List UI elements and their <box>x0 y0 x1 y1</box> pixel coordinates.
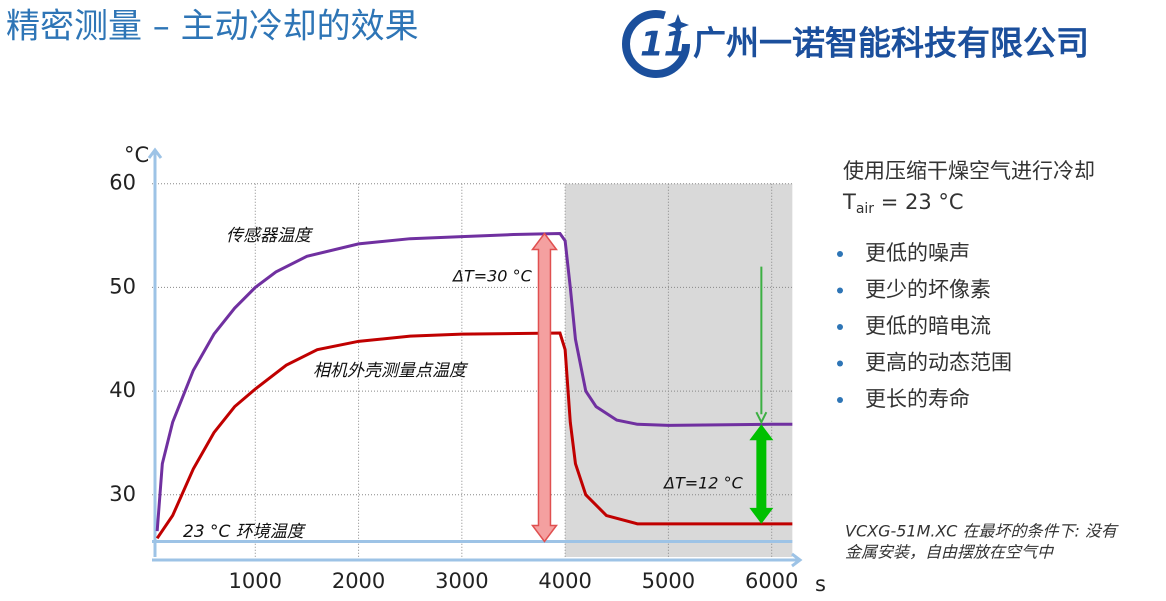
y-axis <box>147 147 163 557</box>
x-tick-label: 6000 <box>745 569 798 593</box>
bullet-dot <box>837 397 843 403</box>
y-tick-label: 30 <box>109 482 136 506</box>
delta-arrow <box>749 424 774 524</box>
company: 广州一诺智能科技有限公司 <box>693 24 1089 63</box>
x-tick-label: 2000 <box>332 569 385 593</box>
bullet-dot <box>837 324 843 330</box>
bullet-text: 更低的暗电流 <box>865 314 991 338</box>
series-label: 传感器温度 <box>226 226 314 246</box>
y-tick-label: 50 <box>109 274 136 298</box>
note: VCXG-51M.XC 在最坏的条件下: 没有 <box>845 522 1119 541</box>
bullet-dot <box>837 287 843 294</box>
x-tick-label: 4000 <box>538 569 591 593</box>
series-label: 23 °C 环境温度 <box>183 522 307 542</box>
title: 精密测量 – 主动冷却的效果 <box>6 7 419 47</box>
note: 金属安装，自由摆放在空气中 <box>845 543 1055 562</box>
x-tick-label: 1000 <box>229 569 282 593</box>
x-tick-label: 3000 <box>435 569 488 593</box>
bullet-dot <box>837 251 843 257</box>
bullet-text: 更低的噪声 <box>865 241 970 265</box>
x-axis <box>152 552 803 568</box>
y-tick-label: 40 <box>109 378 136 402</box>
delta-label: ΔT=30 °C <box>451 267 533 286</box>
tair-value: = 23 °C <box>874 190 964 214</box>
tair: Tair = 23 °C <box>842 190 964 217</box>
side-heading: 使用压缩干燥空气进行冷却 <box>843 159 1095 183</box>
delta-arrow <box>530 232 558 543</box>
x-unit: s <box>815 572 826 596</box>
delta-label: ΔT=12 °C <box>662 474 744 493</box>
y-unit: °C <box>124 143 149 167</box>
series-label: 相机外壳测量点温度 <box>313 361 469 381</box>
series-line <box>155 231 793 532</box>
x-tick-label: 5000 <box>642 569 695 593</box>
y-tick-label: 60 <box>109 171 136 195</box>
bullet-text: 更长的寿命 <box>865 387 970 411</box>
drop-arrow <box>755 266 768 425</box>
bullet-dot <box>837 360 843 367</box>
tair-t: T <box>842 190 856 214</box>
svg-text:11: 11 <box>640 25 687 65</box>
series-line <box>155 331 793 540</box>
logo: 11 <box>622 10 690 78</box>
bullet-text: 更高的动态范围 <box>865 351 1012 375</box>
bullet-text: 更少的坏像素 <box>865 278 991 302</box>
tair-sub: air <box>856 201 874 217</box>
